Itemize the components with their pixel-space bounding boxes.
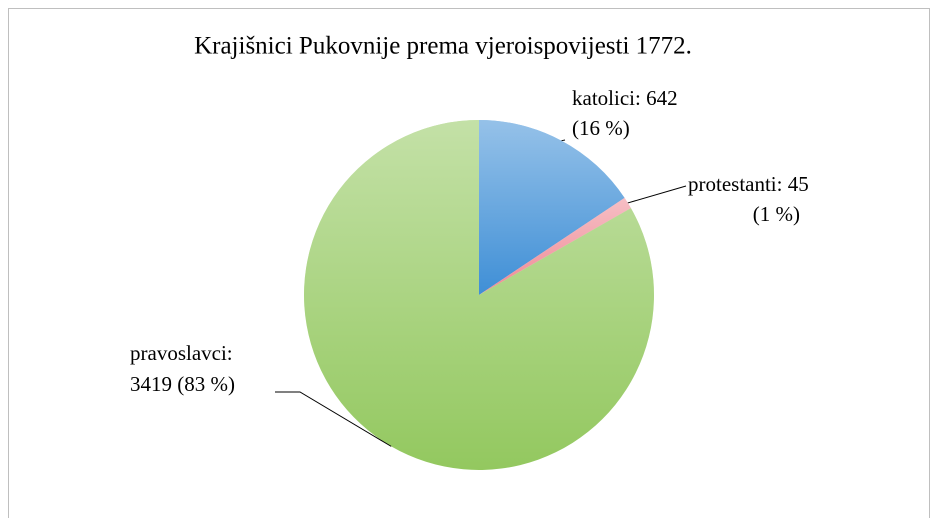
chart-title: Krajišnici Pukovnije prema vjeroispovije…: [194, 33, 692, 60]
data-label: protestanti: 45: [688, 172, 809, 196]
data-label: katolici: 642: [572, 86, 678, 110]
data-label: 3419 (83 %): [130, 372, 235, 396]
slice-shine: [479, 120, 625, 295]
data-label: (1 %): [753, 202, 800, 226]
slice-shine: [303, 120, 654, 470]
slice-shine: [479, 197, 631, 295]
leader-line: [627, 185, 687, 204]
data-label: pravoslavci:: [130, 341, 233, 365]
leader-line: [561, 139, 566, 142]
leader-line: [275, 391, 392, 447]
data-label: (16 %): [572, 116, 630, 140]
